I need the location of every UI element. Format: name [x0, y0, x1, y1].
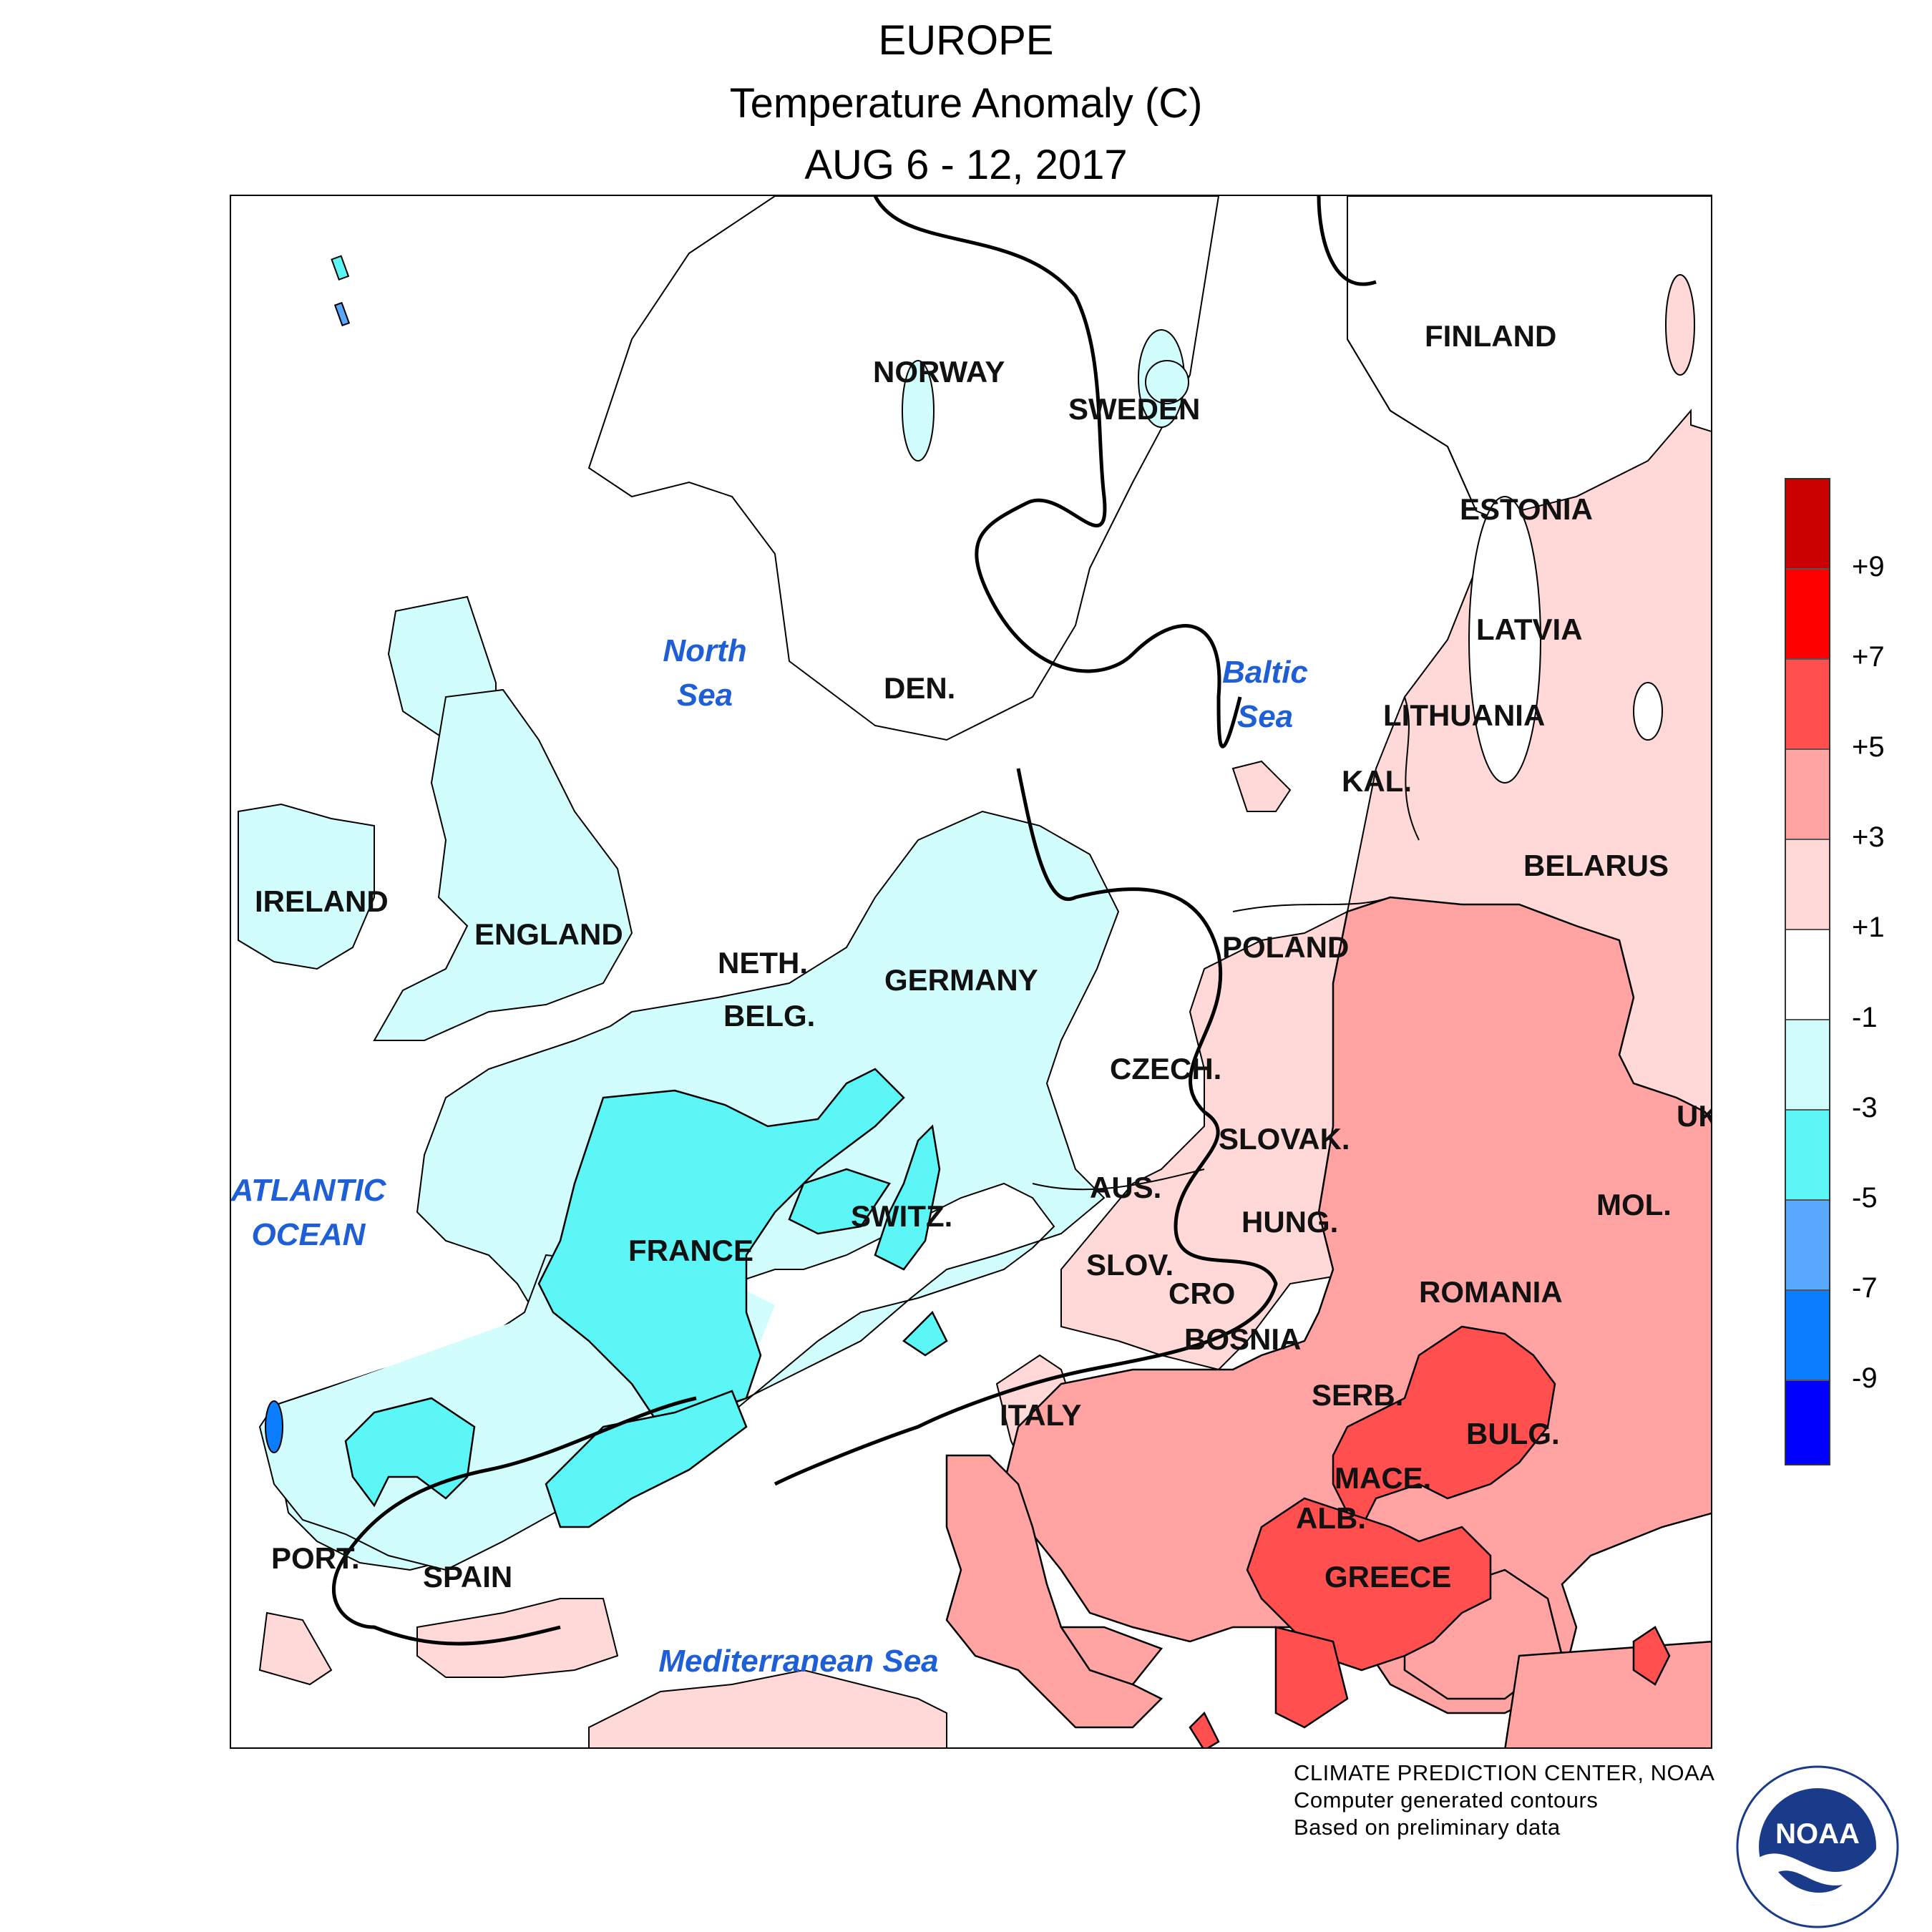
legend-label: -5 [1852, 1182, 1878, 1214]
land-cyan [344, 1068, 948, 1528]
label-lithuania: LITHUANIA [1383, 698, 1545, 732]
land-pink [945, 896, 1711, 1747]
label-estonia: ESTONIA [1460, 492, 1593, 526]
country-labels: NORWAY SWEDEN FINLAND ESTONIA LATVIA LIT… [255, 319, 1712, 1594]
label-czech: CZECH. [1110, 1052, 1221, 1085]
label-norway: NORWAY [873, 355, 1005, 389]
label-macedonia: MACE. [1335, 1461, 1431, 1495]
land-neutral [587, 196, 1711, 741]
zero-contours [331, 196, 1377, 1646]
label-finland: FINLAND [1425, 319, 1556, 353]
label-ireland: IRELAND [255, 884, 389, 918]
legend-label: -9 [1852, 1362, 1878, 1394]
label-atlantic-2: OCEAN [252, 1217, 366, 1252]
label-denmark: DEN. [884, 671, 955, 705]
label-kaliningrad: KAL. [1342, 764, 1412, 798]
label-hungary: HUNG. [1241, 1205, 1338, 1239]
label-austria: AUS. [1090, 1171, 1161, 1204]
legend-label: -3 [1852, 1092, 1878, 1123]
coastline-hints [1032, 196, 1477, 1191]
noaa-logo-text: NOAA [1775, 1818, 1860, 1850]
label-poland: POLAND [1222, 930, 1349, 964]
land-red [1189, 1325, 1671, 1747]
label-spain: SPAIN [423, 1560, 512, 1594]
map-title: EUROPE [878, 17, 1054, 64]
label-netherlands: NETH. [718, 946, 808, 980]
label-baltic-sea-1: Baltic [1222, 655, 1308, 690]
legend-swatch [1786, 840, 1829, 930]
label-france: FRANCE [628, 1234, 753, 1267]
credit-line-1: CLIMATE PREDICTION CENTER, NOAA [1294, 1760, 1715, 1785]
legend-swatch [1786, 1111, 1829, 1201]
label-greece: GREECE [1324, 1560, 1451, 1594]
label-italy: ITALY [1000, 1398, 1081, 1432]
label-north-sea-2: Sea [677, 678, 733, 713]
label-moldova: MOL. [1596, 1188, 1672, 1221]
sea-labels: North Sea Baltic Sea ATLANTIC OCEAN Medi… [231, 633, 1308, 1679]
europe-anomaly-map: NORWAY SWEDEN FINLAND ESTONIA LATVIA LIT… [230, 195, 1712, 1749]
legend-swatch [1786, 750, 1829, 840]
legend-label: +9 [1852, 551, 1885, 582]
label-croatia: CRO [1169, 1277, 1235, 1310]
label-germany: GERMANY [884, 963, 1038, 997]
label-ukraine: UK [1677, 1099, 1712, 1133]
label-bosnia: BOSNIA [1184, 1322, 1301, 1356]
credit-line-3: Based on preliminary data [1294, 1815, 1561, 1840]
map-period: AUG 6 - 12, 2017 [804, 142, 1128, 188]
label-portugal: PORT. [271, 1541, 360, 1575]
label-serbia: SERB. [1312, 1378, 1403, 1412]
label-romania: ROMANIA [1419, 1275, 1563, 1309]
map-canvas: NORWAY SWEDEN FINLAND ESTONIA LATVIA LIT… [231, 196, 1712, 1747]
label-north-sea-1: North [663, 633, 746, 668]
legend-swatch [1786, 930, 1829, 1020]
legend-label: -1 [1852, 1002, 1878, 1033]
legend-label: -7 [1852, 1272, 1878, 1304]
label-slovakia: SLOVAK. [1219, 1122, 1350, 1156]
label-england: ENGLAND [474, 917, 623, 951]
label-atlantic-1: ATLANTIC [231, 1173, 387, 1208]
noaa-logo: NOAA [1736, 1765, 1899, 1928]
legend-swatch [1786, 1201, 1829, 1291]
legend-swatch [1786, 1291, 1829, 1381]
label-bulgaria: BULG. [1466, 1417, 1560, 1450]
legend-swatch [1786, 660, 1829, 750]
label-sweden: SWEDEN [1068, 392, 1200, 426]
legend-label: +1 [1852, 912, 1885, 943]
legend-swatch [1786, 1381, 1829, 1464]
legend-label: +3 [1852, 821, 1885, 853]
legend-swatch [1786, 479, 1829, 570]
label-baltic-sea-2: Sea [1237, 699, 1293, 734]
legend-label: +7 [1852, 641, 1885, 673]
credit-line-2: Computer generated contours [1294, 1787, 1599, 1813]
legend-label: +5 [1852, 731, 1885, 763]
label-belgium: BELG. [723, 999, 815, 1033]
label-albania: ALB. [1296, 1501, 1366, 1535]
label-slovenia: SLOV. [1086, 1248, 1174, 1282]
legend-swatch [1786, 570, 1829, 660]
color-legend [1785, 478, 1830, 1465]
label-latvia: LATVIA [1476, 613, 1583, 646]
map-subtitle: Temperature Anomaly (C) [729, 80, 1203, 127]
label-switzerland: SWITZ. [851, 1199, 952, 1233]
small-features [265, 255, 1695, 1453]
label-belarus: BELARUS [1523, 849, 1669, 882]
label-mediterranean: Mediterranean Sea [658, 1644, 938, 1679]
legend-swatch [1786, 1020, 1829, 1111]
